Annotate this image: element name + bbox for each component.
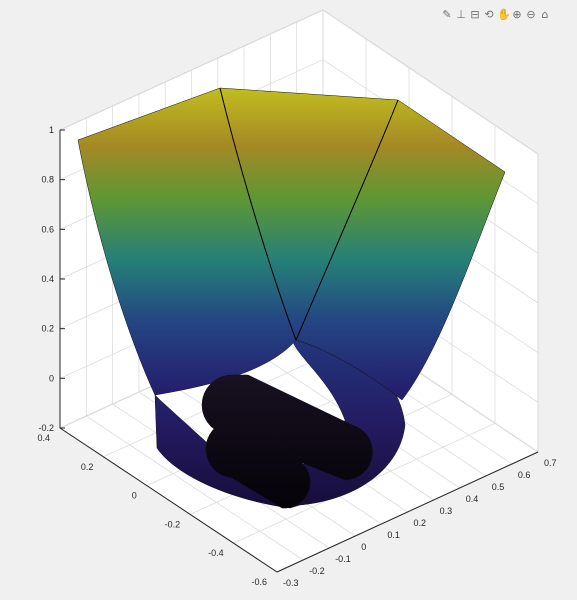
y-tick-label: -0.6 [251,577,267,587]
zoom-in-icon[interactable]: ⊕ [512,8,522,21]
x-tick-label: 0.4 [466,494,479,504]
surface [77,87,506,509]
z-tick-label: 0.2 [41,324,54,334]
x-tick-label: 0.3 [440,506,453,516]
zoom-out-icon[interactable]: ⊖ [526,8,536,21]
y-tick-label: 0.2 [81,462,94,472]
cylinder-upper-mesh [202,375,373,480]
y-tick-label: -0.2 [165,519,181,529]
y-axis-line [59,427,278,573]
x-tick-label: -0.1 [335,554,351,564]
x-tick-label: 0.5 [492,482,505,492]
home-icon[interactable]: ⌂ [541,8,549,21]
data-tips-icon[interactable]: ⊥ [456,8,466,21]
sheet-seam-right [295,99,399,341]
y-tick-label: 0 [132,491,137,501]
x-tick-label: 0.2 [414,518,427,528]
x-tick-label: 0.7 [544,458,557,468]
z-tick-label: 0.4 [41,274,54,284]
x-axis-line [276,451,539,573]
x-tick-label: -0.2 [309,566,325,576]
y-tick-label: -0.4 [208,548,224,558]
x-tick-label: 0 [361,542,366,552]
x-tick-label: 0.1 [387,530,400,540]
cylinder-lower-mesh [205,419,311,509]
x-tick-label: -0.3 [283,578,299,588]
tick-labels: -0.200.20.40.60.81-0.6-0.4-0.200.20.4-0.… [37,125,556,588]
brush-icon[interactable]: ✎ [442,8,452,21]
z-tick-label: -0.2 [38,423,54,433]
sheet-middle-mesh [220,88,398,340]
y-tick-label: 0.4 [37,433,50,443]
sheet-right-mesh [296,100,505,400]
export-icon[interactable]: ⊟ [470,8,480,21]
z-tick-label: 0.8 [41,175,54,185]
rotate-3d-icon[interactable]: ⟲ [484,8,494,21]
sheet-seam-left [219,87,297,341]
z-tick-label: 0 [49,373,54,383]
z-tick-label: 1 [49,125,54,135]
x-gridline [86,415,304,561]
sheet-left-mesh [78,88,296,395]
x-tick-label: 0.6 [518,470,531,480]
z-tick-label: 0.6 [41,224,54,234]
pan-icon[interactable]: ✋ [497,8,511,21]
axes-toolbar: ✎ ⊥ ⊟ ⟲ ✋ ⊕ ⊖ ⌂ [441,8,551,22]
